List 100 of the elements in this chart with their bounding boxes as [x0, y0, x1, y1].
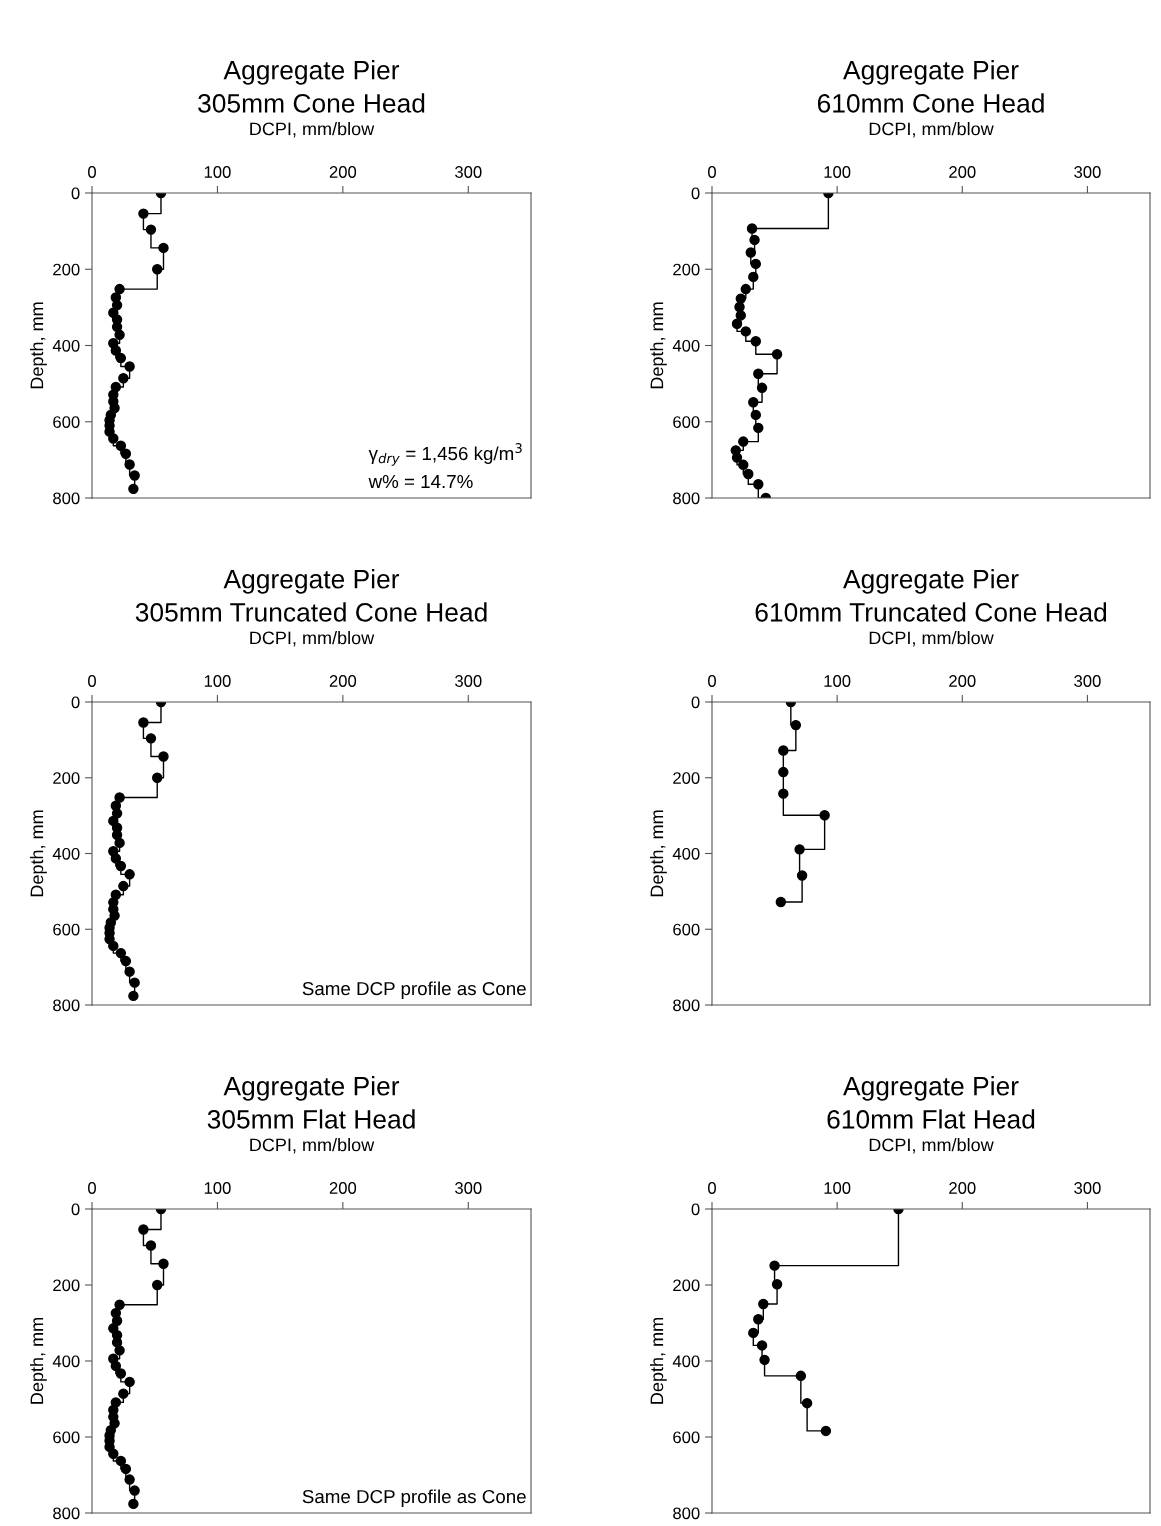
x-tick-label: 300 [1074, 1182, 1101, 1194]
point [775, 896, 787, 908]
point [110, 853, 122, 864]
point [778, 788, 789, 799]
point [749, 234, 760, 246]
y-tick-label: 0 [691, 696, 700, 709]
point [820, 1425, 832, 1437]
y-tick-label: 0 [71, 696, 80, 709]
y-tick-label: 400 [52, 847, 80, 860]
y-tick-label: 400 [672, 847, 700, 860]
annotation: w% = 14.7% [368, 475, 473, 489]
point [115, 1368, 127, 1379]
y-tick-label: 800 [53, 1507, 80, 1520]
point [158, 1258, 169, 1269]
y-tick-label: 200 [53, 1279, 80, 1292]
point [738, 436, 749, 447]
y-tick-label: 400 [52, 339, 80, 352]
x-axis-title: DCPI, mm/blow [869, 122, 994, 138]
point [778, 745, 789, 756]
point [114, 792, 125, 803]
y-tick-label: 800 [673, 492, 700, 505]
annotation: Same DCP profile as Cone [302, 1489, 526, 1507]
point [731, 452, 743, 463]
point [790, 719, 802, 731]
point [124, 459, 135, 470]
point [115, 352, 127, 364]
x-tick-label: 0 [88, 1182, 96, 1194]
point [145, 224, 157, 235]
point [738, 459, 749, 471]
point [115, 1455, 127, 1467]
y-tick-label: 800 [53, 999, 80, 1012]
y-tick-label: 400 [672, 339, 700, 352]
x-axis-title: DCPI, mm/blow [250, 1138, 375, 1154]
point [124, 1474, 135, 1485]
x-tick-label: 100 [204, 166, 231, 178]
point [750, 409, 762, 421]
x-tick-label: 300 [455, 166, 482, 178]
point [748, 397, 759, 408]
point [124, 361, 135, 372]
point [731, 318, 743, 329]
point [108, 940, 119, 952]
y-tick-label: 200 [53, 263, 80, 276]
point [138, 208, 149, 219]
x-tick-label: 100 [824, 166, 851, 178]
point [152, 772, 163, 783]
point [120, 1463, 132, 1475]
y-tick-label: 600 [53, 416, 80, 428]
y-tick-label: 200 [673, 1279, 700, 1292]
point [158, 751, 169, 762]
point [152, 1279, 163, 1291]
x-axis-title: DCPI, mm/blow [869, 631, 994, 647]
annotation: γ$_{dry}$ = 1,456 kg/m$^{3}$ [368, 443, 522, 466]
point [114, 837, 125, 849]
y-tick-label: 200 [673, 772, 700, 784]
y-axis-title: Depth, mm [650, 1318, 667, 1404]
point [118, 880, 129, 892]
point [750, 258, 762, 270]
point [819, 810, 830, 821]
chart-title: Aggregate Pier 305mm Cone Head [198, 60, 425, 113]
y-tick-label: 400 [52, 1355, 80, 1368]
y-tick-label: 800 [53, 492, 80, 505]
y-tick-label: 600 [53, 1431, 80, 1444]
point [120, 955, 132, 967]
point [120, 448, 132, 459]
y-tick-label: 200 [673, 263, 700, 276]
point [753, 479, 764, 490]
point [124, 869, 135, 880]
point [128, 483, 139, 495]
point [740, 283, 751, 295]
x-tick-label: 100 [204, 675, 231, 687]
x-tick-label: 100 [204, 1182, 231, 1194]
point [118, 1388, 129, 1399]
x-tick-label: 200 [329, 166, 357, 178]
point [115, 440, 127, 451]
chart-title: Aggregate Pier 610mm Flat Head [827, 1076, 1035, 1129]
x-axis-title: DCPI, mm/blow [250, 631, 375, 647]
y-tick-label: 0 [691, 1203, 700, 1216]
point [771, 1279, 783, 1290]
point [108, 1448, 119, 1459]
point [759, 1354, 770, 1366]
point [750, 336, 762, 347]
point [124, 966, 135, 977]
point [108, 433, 119, 444]
point [110, 345, 122, 356]
x-tick-label: 200 [329, 1182, 357, 1194]
point [128, 1498, 139, 1510]
point [145, 1240, 157, 1251]
y-axis-title: Depth, mm [30, 810, 47, 897]
y-tick-label: 600 [53, 923, 80, 936]
point [746, 223, 758, 234]
x-axis-title: DCPI, mm/blow [250, 122, 375, 138]
point [114, 329, 125, 341]
point [771, 349, 783, 360]
x-tick-label: 200 [949, 166, 976, 178]
point [129, 470, 140, 481]
point [129, 977, 140, 988]
y-tick-label: 600 [673, 416, 700, 428]
point [115, 860, 127, 872]
point [769, 1260, 780, 1271]
point [129, 1485, 140, 1496]
